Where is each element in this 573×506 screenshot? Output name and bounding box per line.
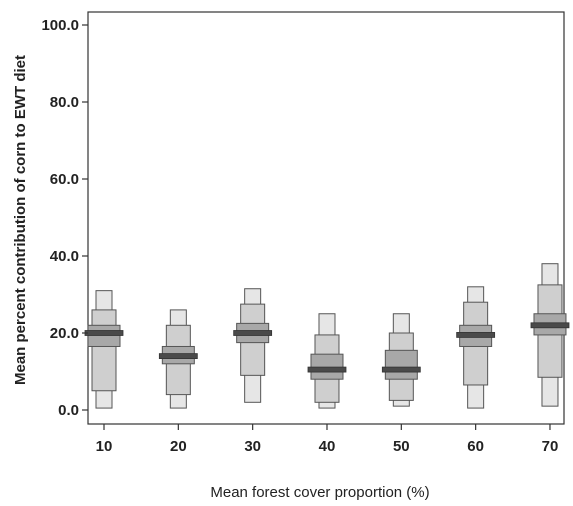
y-tick-label: 60.0 — [50, 171, 79, 188]
x-tick-label: 50 — [393, 438, 410, 455]
x-axis-label: Mean forest cover proportion (%) — [210, 484, 429, 501]
median-bar — [530, 322, 570, 329]
x-tick-label: 60 — [467, 438, 484, 455]
box-inner-interval — [384, 349, 418, 380]
x-axis: 10 20 30 40 50 60 70 — [96, 424, 559, 455]
box-group — [84, 263, 570, 409]
median-bar — [233, 330, 273, 336]
median-bar — [456, 332, 496, 338]
y-tick-label: 20.0 — [50, 325, 79, 342]
y-axis-label: Mean percent contribution of corn to EWT… — [12, 55, 29, 385]
y-tick-label: 100.0 — [41, 17, 79, 34]
plot-frame — [87, 11, 565, 425]
y-tick-label: 40.0 — [50, 248, 79, 265]
median-bar — [307, 366, 347, 373]
median-bar — [158, 353, 198, 360]
y-tick-label: 80.0 — [50, 94, 79, 111]
y-axis: 0.0 20.0 40.0 60.0 80.0 100.0 — [41, 17, 88, 419]
x-tick-label: 40 — [319, 438, 336, 455]
box-middle-interval — [91, 309, 117, 392]
x-tick-label: 70 — [542, 438, 559, 455]
y-tick-label: 0.0 — [58, 402, 79, 419]
x-tick-label: 20 — [170, 438, 187, 455]
x-tick-label: 30 — [244, 438, 261, 455]
median-bar — [381, 366, 421, 373]
x-tick-label: 10 — [96, 438, 113, 455]
median-bar — [84, 330, 124, 336]
